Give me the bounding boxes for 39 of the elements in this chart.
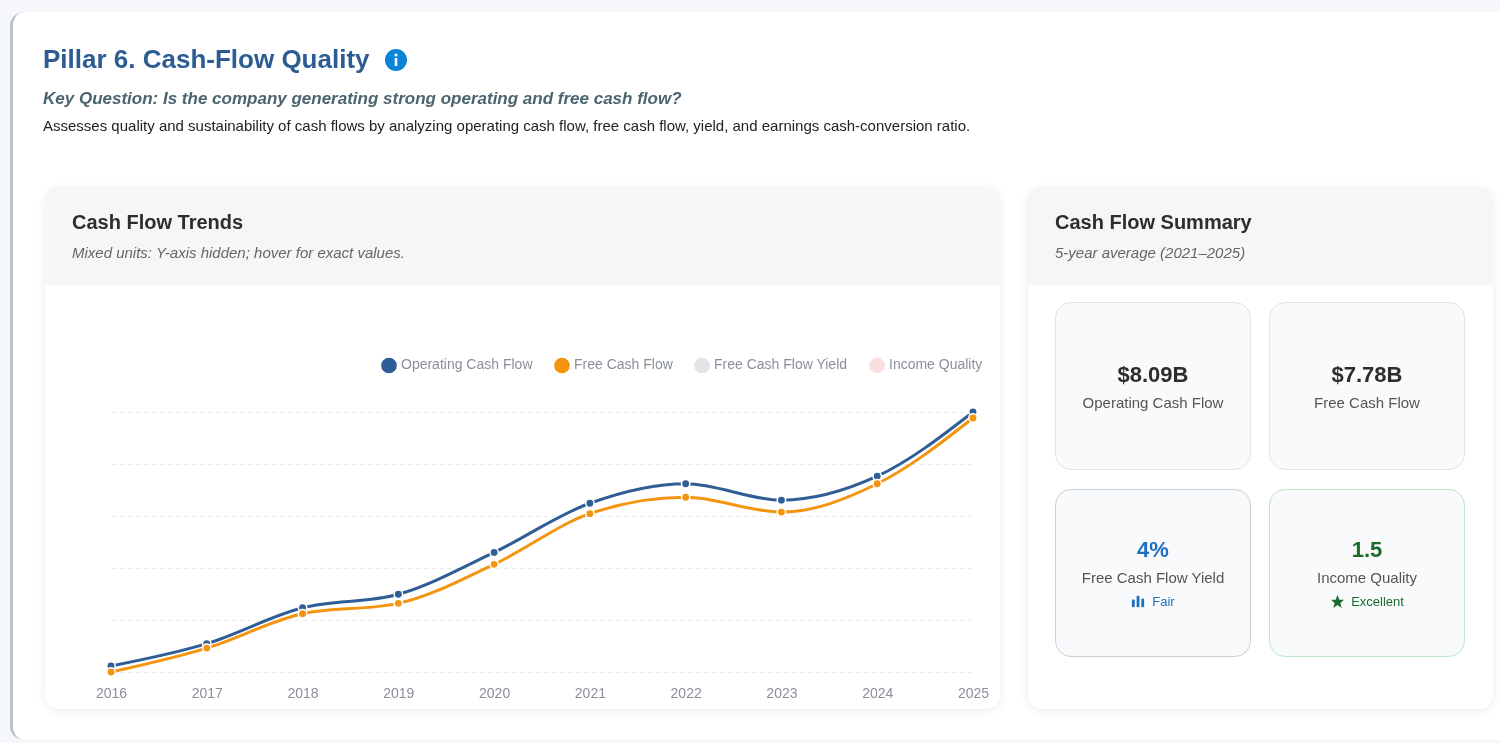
point bbox=[776, 507, 787, 518]
legend-label: Income Quality bbox=[889, 356, 983, 373]
text: Cash Flow Summary bbox=[1055, 211, 1253, 234]
point bbox=[968, 413, 978, 423]
text: Fair bbox=[1152, 594, 1175, 609]
text: Excellent bbox=[1351, 594, 1404, 609]
point bbox=[106, 667, 116, 677]
x-tick-label: 2019 bbox=[383, 684, 415, 701]
chart-title: Cash Flow Trends bbox=[72, 211, 245, 234]
point bbox=[584, 498, 595, 509]
x-tick-label: 2016 bbox=[95, 684, 128, 701]
point bbox=[297, 608, 308, 619]
x-tick-label: 2023 bbox=[766, 684, 798, 701]
x-tick-label: 2021 bbox=[574, 684, 607, 701]
x-tick-label: 2024 bbox=[862, 684, 894, 701]
point bbox=[872, 478, 883, 489]
text: 4% bbox=[1137, 537, 1169, 563]
text: $8.09B bbox=[1117, 361, 1189, 388]
x-tick-label: 2022 bbox=[670, 684, 702, 701]
text: 1.5 bbox=[1351, 537, 1383, 563]
text: Key Question: Is the company generating strong operating and free cash flow? bbox=[43, 89, 683, 109]
point bbox=[680, 492, 691, 503]
x-tick-label: 2018 bbox=[287, 684, 319, 701]
legend-label: Free Cash Flow Yield bbox=[714, 356, 848, 373]
text: Assesses quality and sustainability of cash flows by analyzing operating cash flow, free cash flow, yield, and earnings cash-conversion ratio. bbox=[43, 117, 972, 134]
x-tick-label: 2025 bbox=[957, 684, 990, 701]
x-tick-label: 2020 bbox=[479, 684, 511, 701]
legend-label: Operating Cash Flow bbox=[401, 356, 534, 373]
text: Pillar 6. Cash-Flow Quality bbox=[43, 44, 370, 75]
chart-subtitle: Mixed units: Y-axis hidden; hover for exact values. bbox=[72, 244, 406, 261]
text: $7.78B bbox=[1331, 361, 1403, 388]
x-tick-label: 2017 bbox=[191, 684, 224, 701]
text: Free Cash Flow Yield bbox=[1081, 569, 1225, 586]
legend-label: Free Cash Flow bbox=[574, 356, 674, 373]
text: 5-year average (2021–2025) bbox=[1055, 244, 1247, 261]
text: Free Cash Flow bbox=[1314, 393, 1420, 411]
text: Income Quality bbox=[1316, 569, 1418, 586]
text: Operating Cash Flow bbox=[1082, 393, 1224, 411]
point bbox=[201, 643, 212, 653]
